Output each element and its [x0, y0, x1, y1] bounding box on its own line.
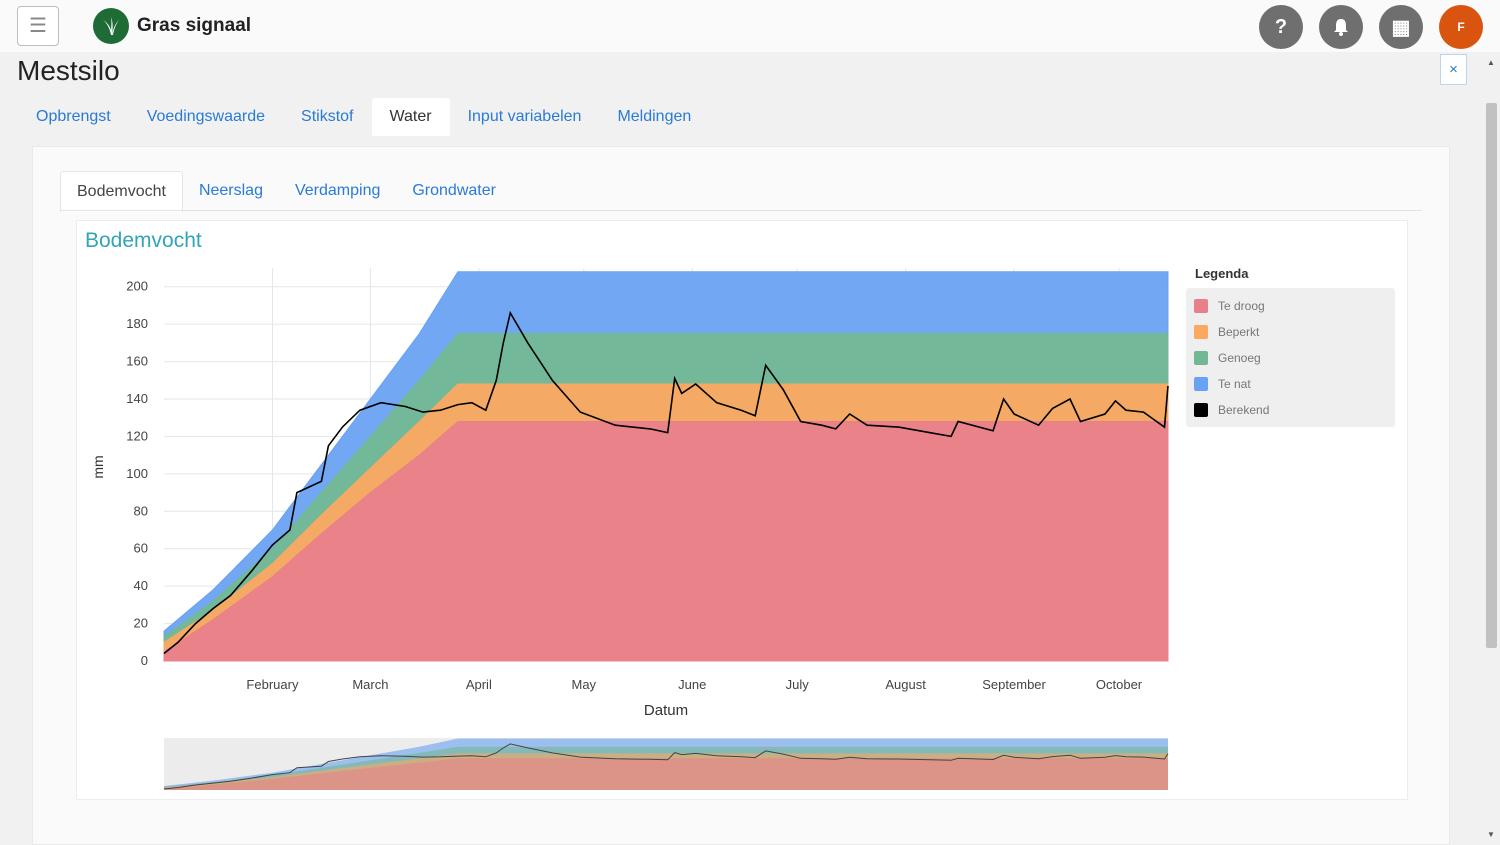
- x-tick-label: September: [982, 677, 1046, 692]
- y-tick-label: 40: [134, 578, 148, 593]
- overview-area-te-droog: [164, 758, 1168, 790]
- legend-swatch: [1194, 299, 1208, 313]
- legend-item-berekend[interactable]: Berekend: [1194, 400, 1269, 420]
- legend: Te droog Beperkt Genoeg Te nat Berekend: [1186, 288, 1395, 427]
- subtab-verdamping[interactable]: Verdamping: [294, 182, 381, 199]
- scroll-up-arrow[interactable]: ▲: [1487, 58, 1495, 67]
- grass-logo-icon: [93, 8, 129, 44]
- notifications-button[interactable]: [1319, 5, 1363, 49]
- x-tick-label: July: [786, 677, 810, 692]
- sub-tabs: Bodemvocht Neerslag Verdamping Grondwate…: [60, 171, 512, 212]
- tab-water[interactable]: Water: [371, 98, 450, 136]
- y-tick-label: 100: [126, 466, 148, 481]
- y-tick-label: 20: [134, 616, 148, 631]
- legend-label: Beperkt: [1218, 325, 1260, 339]
- page-title: Mestsilo: [17, 55, 120, 86]
- hamburger-icon: ☰: [29, 15, 47, 37]
- user-avatar[interactable]: F: [1439, 5, 1483, 49]
- x-axis-label: Datum: [644, 702, 688, 719]
- subtab-bodemvocht[interactable]: Bodemvocht: [60, 171, 183, 212]
- app-title: Gras signaal: [137, 15, 252, 36]
- x-tick-label: October: [1096, 677, 1143, 692]
- chart-title: Bodemvocht: [85, 229, 202, 252]
- y-tick-label: 120: [126, 428, 148, 443]
- x-tick-label: April: [466, 677, 492, 692]
- legend-title: Legenda: [1195, 266, 1249, 281]
- help-button[interactable]: ?: [1259, 5, 1303, 49]
- apps-button[interactable]: ▦: [1379, 5, 1423, 49]
- legend-label: Berekend: [1218, 403, 1270, 417]
- legend-label: Genoeg: [1218, 351, 1261, 365]
- close-button[interactable]: ×: [1440, 54, 1467, 85]
- y-tick-label: 200: [126, 279, 148, 294]
- x-tick-label: February: [246, 677, 299, 692]
- legend-item-genoeg[interactable]: Genoeg: [1194, 348, 1261, 368]
- subtab-neerslag[interactable]: Neerslag: [198, 182, 263, 199]
- avatar-initial: F: [1457, 20, 1465, 34]
- legend-label: Te droog: [1218, 299, 1265, 313]
- legend-swatch: [1194, 403, 1208, 417]
- close-icon: ×: [1449, 61, 1458, 78]
- overview-line-berekend: [163, 743, 1169, 790]
- tab-voedingswaarde[interactable]: Voedingswaarde: [146, 108, 266, 125]
- legend-swatch: [1194, 351, 1208, 365]
- subtab-grondwater[interactable]: Grondwater: [412, 182, 496, 199]
- y-axis-label: mm: [90, 455, 106, 478]
- menu-button[interactable]: ☰: [17, 6, 59, 46]
- grid-icon: ▦: [1391, 16, 1411, 39]
- legend-item-te-nat[interactable]: Te nat: [1194, 374, 1251, 394]
- tab-opbrengst[interactable]: Opbrengst: [36, 108, 111, 125]
- scroll-down-arrow[interactable]: ▼: [1487, 830, 1495, 839]
- line-berekend: [163, 310, 1169, 655]
- legend-item-te-droog[interactable]: Te droog: [1194, 296, 1265, 316]
- top-bar: ☰ Gras signaal ? ▦ F: [0, 0, 1500, 52]
- tab-input-variabelen[interactable]: Input variabelen: [467, 108, 582, 125]
- y-tick-label: 60: [134, 541, 148, 556]
- main-tabs: Opbrengst Voedingswaarde Stikstof Water …: [18, 98, 709, 136]
- y-tick-label: 140: [126, 391, 148, 406]
- y-tick-label: 80: [134, 503, 148, 518]
- scrollbar-thumb[interactable]: [1486, 103, 1497, 648]
- area-te-droog: [163, 421, 1169, 662]
- x-tick-label: August: [885, 677, 926, 692]
- y-tick-label: 160: [126, 354, 148, 369]
- subtab-divider: [60, 210, 1422, 211]
- tab-stikstof[interactable]: Stikstof: [301, 108, 354, 125]
- x-tick-label: June: [678, 677, 706, 692]
- y-tick-label: 0: [141, 653, 148, 668]
- bell-icon: [1334, 19, 1348, 36]
- legend-label: Te nat: [1218, 377, 1251, 391]
- legend-swatch: [1194, 325, 1208, 339]
- help-icon: ?: [1274, 15, 1288, 38]
- y-tick-label: 180: [126, 316, 148, 331]
- tab-meldingen[interactable]: Meldingen: [617, 108, 692, 125]
- x-tick-label: May: [572, 677, 597, 692]
- legend-swatch: [1194, 377, 1208, 391]
- legend-item-beperkt[interactable]: Beperkt: [1194, 322, 1259, 342]
- x-tick-label: March: [352, 677, 388, 692]
